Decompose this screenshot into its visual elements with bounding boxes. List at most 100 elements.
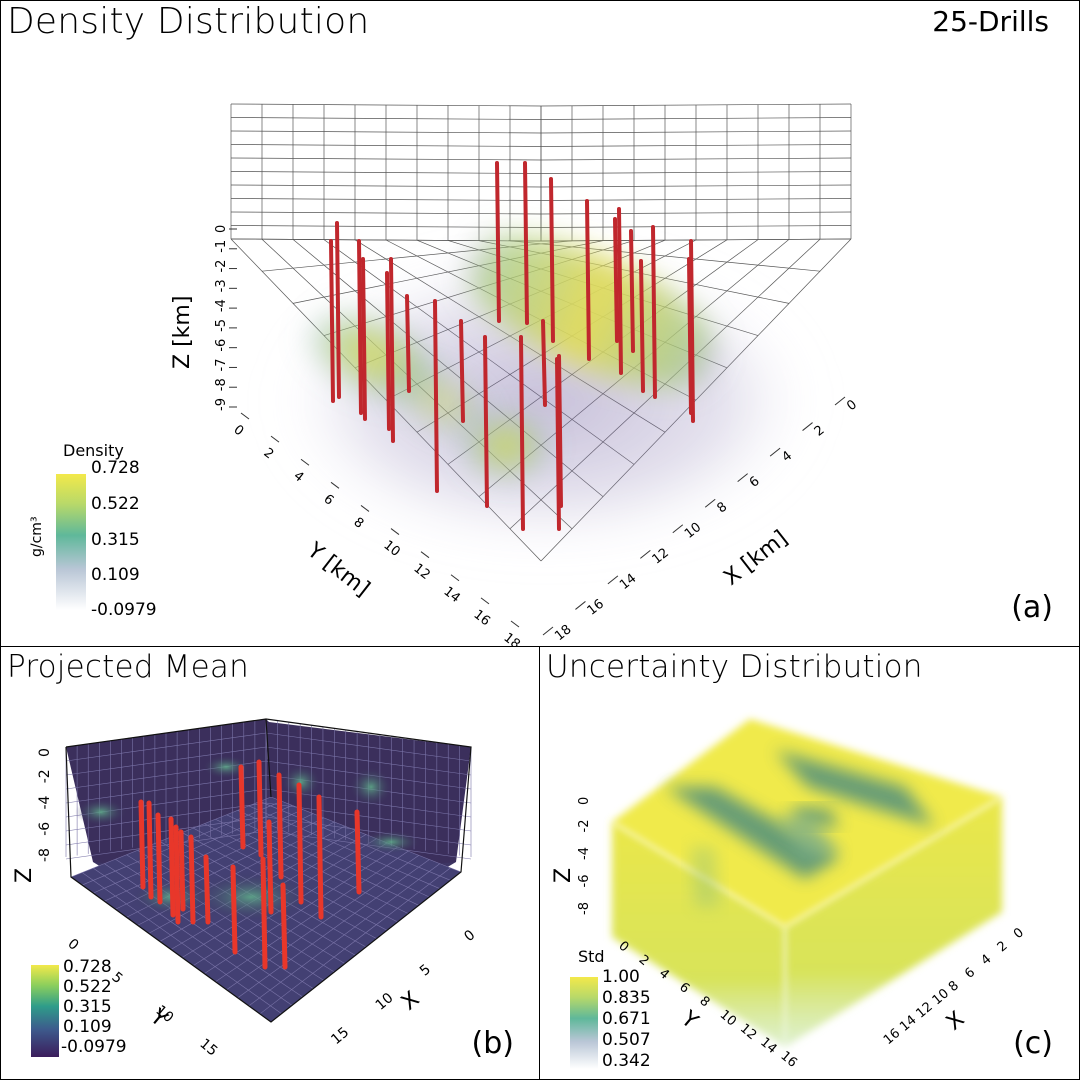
colorbar-label: -0.0979: [61, 1037, 127, 1057]
y-tick-label: 0: [231, 422, 247, 439]
y-tick-label: 8: [351, 515, 367, 532]
colorbar-label: 0.522: [63, 977, 112, 997]
drill-hole: [296, 782, 304, 905]
drill-hole: [316, 794, 324, 920]
grid-line: [265, 746, 472, 776]
z-tick-label: -2: [214, 260, 229, 273]
grid-line: [230, 171, 542, 174]
drill-hole: [203, 854, 211, 925]
drill-hole: [629, 229, 635, 353]
z-tick-label: -3: [214, 279, 229, 292]
z-tick-label: -4: [37, 795, 53, 809]
panel-a-title: Density Distribution: [7, 1, 370, 42]
grid-line: [230, 103, 542, 107]
x-tick-mark: [802, 422, 813, 431]
grid-line: [230, 144, 542, 147]
colorbar-label: 0.671: [602, 1009, 651, 1029]
std-colorbar: [570, 977, 598, 1069]
grid-line: [65, 816, 267, 846]
drill-holes-projected: [138, 759, 362, 970]
x-tick-label: 4: [978, 952, 994, 969]
drill-hole: [146, 800, 154, 900]
drill-hole: [405, 294, 411, 393]
drill-hole: [280, 882, 288, 970]
colorbar-label: 0.109: [63, 1017, 112, 1037]
x-tick-mark: [640, 549, 651, 559]
x-tick-mark: [575, 601, 586, 610]
projection-spot: [349, 767, 393, 807]
drill-hole: [459, 319, 465, 423]
y-tick-mark: [480, 597, 490, 605]
grid-line: [65, 732, 267, 762]
colorbar-label: 0.522: [91, 494, 140, 514]
drill-hole: [357, 239, 363, 415]
y-tick-label: 2: [261, 445, 277, 462]
grid-line: [540, 117, 852, 120]
colorbar-label: 1.00: [602, 967, 640, 987]
y-tick-label: 14: [441, 584, 463, 606]
y-tick-label: 15: [196, 1036, 220, 1060]
x-tick-mark: [769, 447, 781, 457]
z-tick-label: 0: [577, 797, 592, 805]
y-tick-label: 4: [656, 966, 672, 983]
drill-hole: [138, 799, 146, 890]
z-tick-label: -6: [37, 822, 53, 836]
drill-hole: [495, 161, 501, 323]
drill-hole: [549, 177, 555, 343]
colorbar-label: 0.315: [63, 997, 112, 1017]
grid-line: [540, 103, 852, 107]
panel-a-corner-label: (a): [1011, 590, 1053, 625]
y-tick-mark: [270, 435, 280, 443]
x-tick-label: 8: [946, 978, 962, 995]
grid-line: [540, 130, 852, 134]
z-tick-label: -4: [214, 299, 229, 312]
y-tick-mark: [420, 551, 430, 559]
x-tick-label: 10: [373, 990, 397, 1014]
z-tick-label: -2: [577, 820, 592, 833]
z-tick-label: -5: [214, 319, 229, 332]
mean-colorbar: [31, 965, 59, 1057]
x-tick-label: 15: [328, 1024, 352, 1048]
drill-hole: [523, 161, 529, 325]
panel-c-title: Uncertainty Distribution: [546, 649, 923, 685]
x-tick-label: 2: [812, 423, 828, 440]
grid-line: [65, 746, 267, 776]
grid-line: [270, 796, 462, 873]
x-tick-label: 2: [995, 939, 1011, 956]
grid-line: [265, 732, 472, 762]
density-colorbar: [56, 474, 86, 610]
z-tick-label: -9: [214, 398, 229, 411]
colorbar-title: Std: [578, 947, 605, 966]
colorbar-label: 0.835: [602, 988, 651, 1008]
y-axis-label: Y [km]: [302, 537, 375, 602]
drill-hole: [687, 257, 693, 415]
projection-spot: [281, 764, 321, 800]
z-axis-label: Z: [551, 868, 576, 883]
drill-hole: [433, 299, 439, 493]
y-tick-label: 6: [321, 492, 337, 509]
colorbar-label: 0.728: [91, 458, 140, 478]
colorbar-label: 0.728: [63, 957, 112, 977]
z-tick-label: -4: [577, 847, 592, 860]
z-tick-label: -7: [214, 358, 229, 371]
x-tick-label: 0: [1011, 925, 1027, 942]
drill-hole: [519, 335, 525, 531]
grid-line: [259, 867, 451, 1015]
y-tick-mark: [390, 528, 400, 535]
x-axis-label: X [km]: [719, 526, 792, 591]
z-tick-label: -6: [577, 875, 592, 888]
y-tick-mark: [330, 481, 340, 489]
colorbar-label: 0.507: [602, 1030, 651, 1050]
drill-hole: [555, 357, 561, 531]
colorbar-label: 0.315: [91, 530, 140, 550]
y-tick-mark: [510, 620, 520, 628]
x-tick-mark: [737, 473, 748, 483]
y-tick-mark: [240, 412, 250, 420]
grid-line: [540, 144, 852, 147]
panel-b-title: Projected Mean: [7, 649, 249, 685]
drill-hole: [483, 335, 489, 508]
density-3d-plot[interactable]: 024681012141618024681012141618-9-8-7-6-5…: [1, 1, 1080, 648]
grid-line: [540, 157, 852, 161]
